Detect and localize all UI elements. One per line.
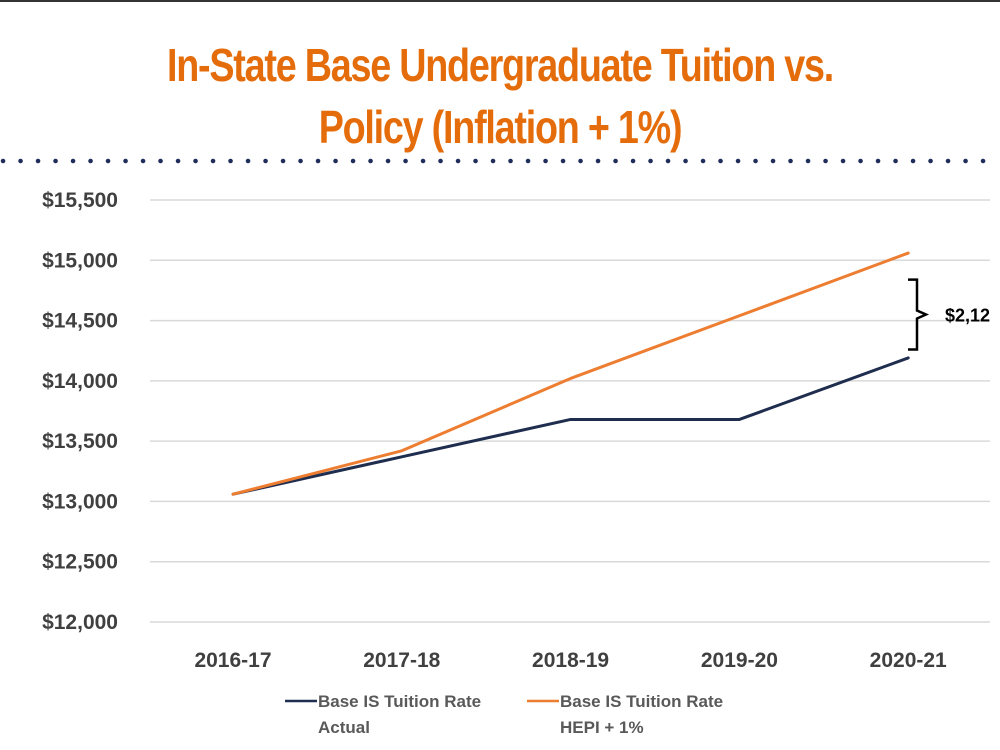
y-tick-label: $15,000	[42, 249, 118, 272]
legend-label: HEPI + 1%	[560, 718, 644, 737]
x-axis-ticks: 2016-17 2017-18 2018-19 2019-20 2020-21	[194, 649, 947, 672]
series-line-1	[231, 251, 910, 496]
gridlines	[150, 199, 990, 623]
chart-title-line-2: Policy (Inflation + 1%)	[318, 101, 683, 153]
legend-label: Base IS Tuition Rate	[560, 692, 723, 711]
x-tick-label: 2020-21	[870, 649, 947, 672]
y-tick-label: $12,000	[42, 611, 118, 634]
legend-label: Base IS Tuition Rate	[318, 692, 481, 711]
y-tick-label: $14,500	[42, 310, 118, 333]
y-tick-label: $12,500	[42, 551, 118, 574]
difference-annotation: $2,12	[908, 278, 990, 351]
y-tick-label: $13,000	[42, 490, 118, 513]
series-lines	[231, 251, 910, 496]
x-tick-label: 2018-19	[532, 649, 609, 672]
legend: Base IS Tuition Rate Actual Base IS Tuitio…	[285, 692, 723, 737]
chart-title-line-1: In-State Base Undergraduate Tuition vs.	[166, 39, 834, 91]
bracket-icon	[908, 278, 930, 351]
x-tick-label: 2017-18	[363, 649, 440, 672]
legend-label: Actual	[318, 718, 370, 737]
y-tick-label: $15,500	[42, 189, 118, 212]
top-border	[0, 0, 1000, 2]
x-tick-label: 2019-20	[701, 649, 778, 672]
y-axis-ticks: $12,000 $12,500 $13,000 $13,500 $14,000 $14,5…	[42, 189, 118, 634]
y-tick-label: $13,500	[42, 430, 118, 453]
x-tick-label: 2016-17	[194, 649, 271, 672]
difference-label: $2,12	[945, 306, 990, 326]
y-tick-label: $14,000	[42, 370, 118, 393]
